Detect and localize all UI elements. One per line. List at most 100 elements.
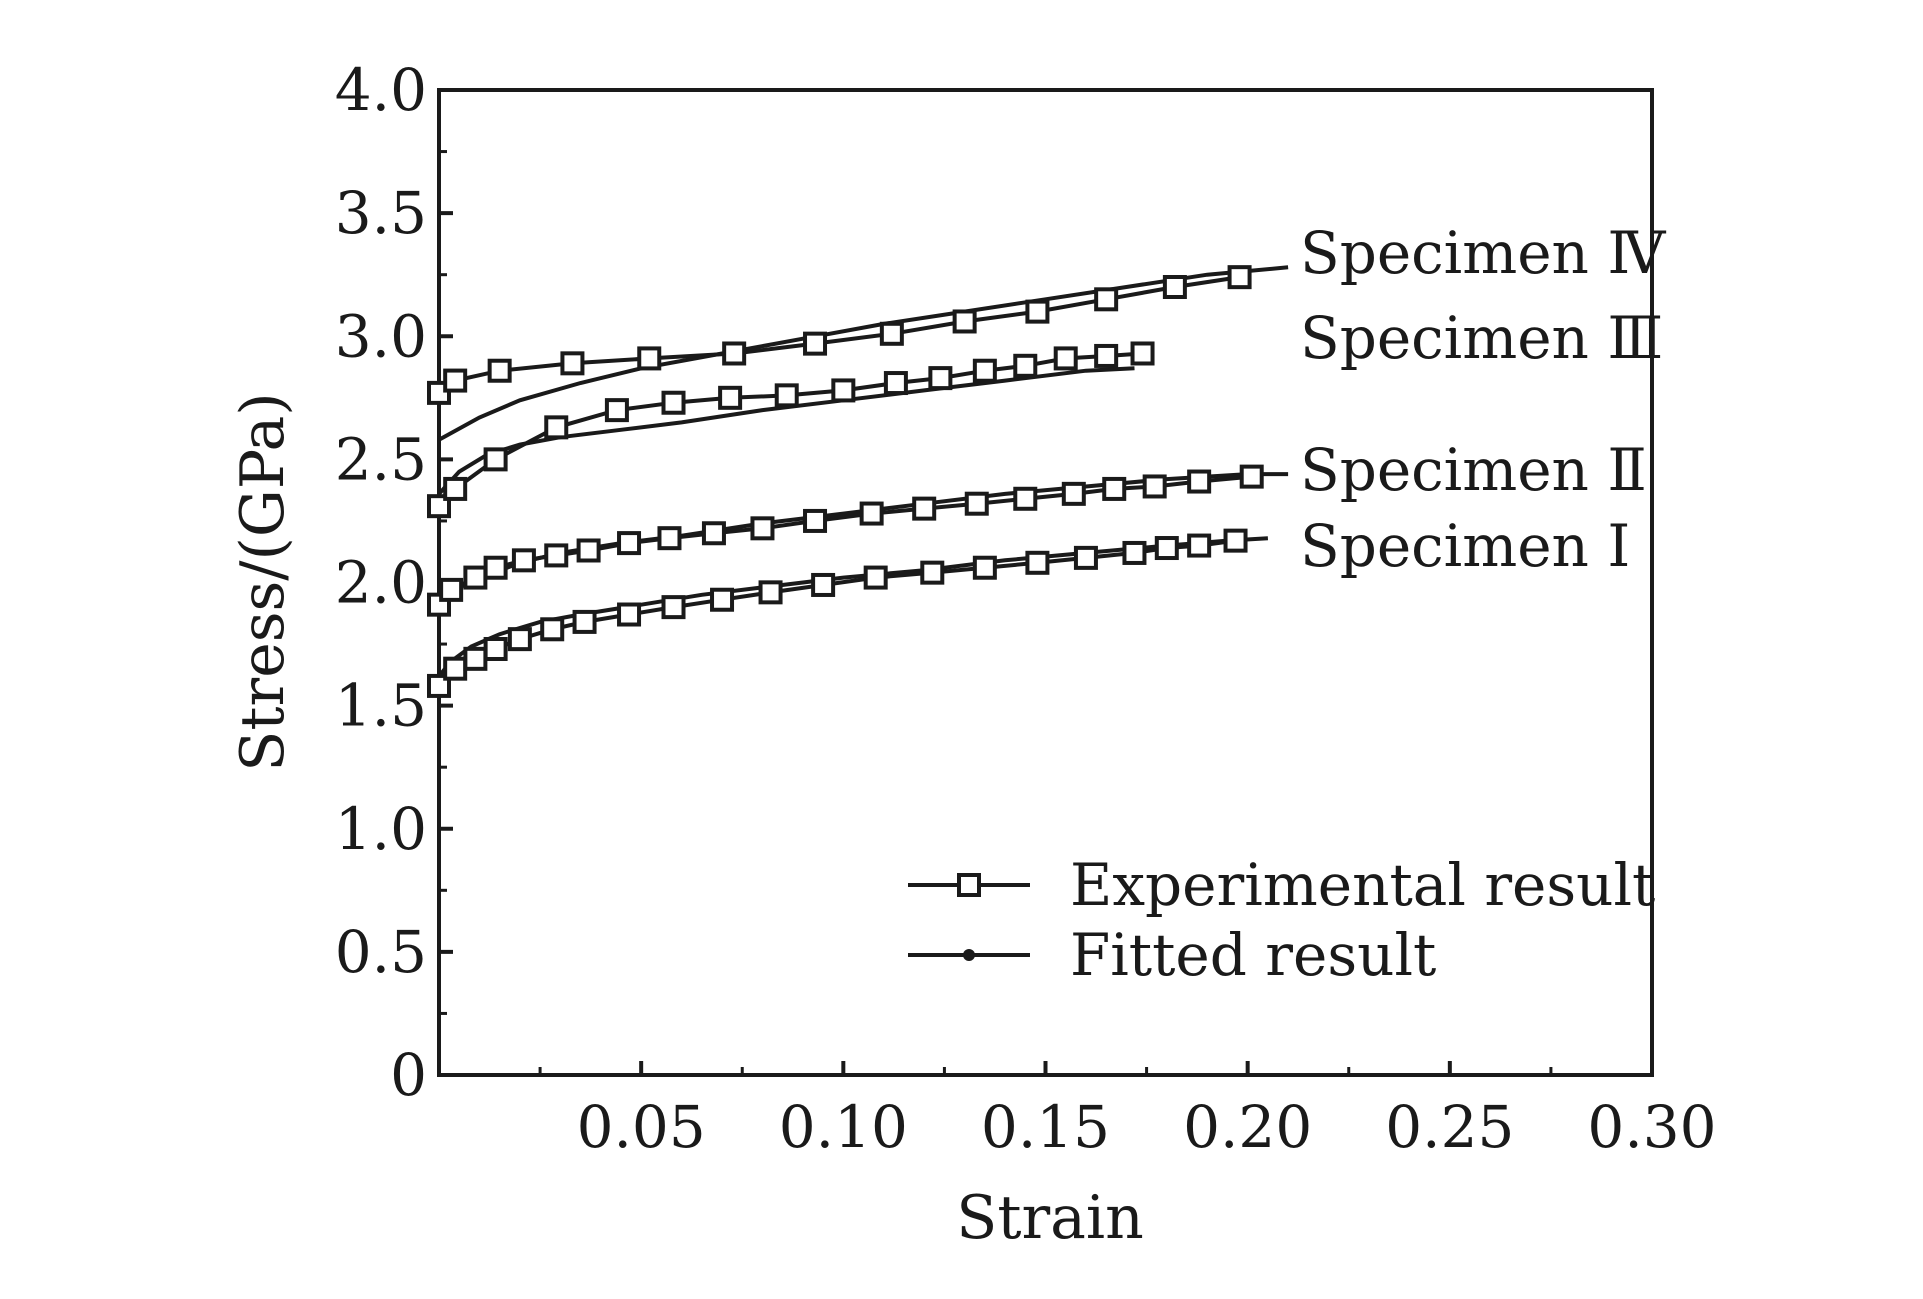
experimental-point [722,341,747,366]
experimental-point [1142,474,1167,499]
experimental-point [972,555,997,580]
experimental-point [544,543,569,568]
legend-experimental-label: Experimental result [1070,851,1655,919]
experimental-point [701,521,726,546]
y-tick-label: 1.5 [335,672,427,740]
x-tick-label: 0.05 [577,1093,706,1161]
legend-fitted-label: Fitted result [1070,921,1436,989]
experimental-point [443,656,468,681]
experimental-point [443,476,468,501]
experimental-point [657,526,682,551]
legend-experimental-square-icon [957,873,981,897]
experimental-point [1025,550,1050,575]
x-axis: 0.05 0.10 0.15 0.20 0.25 0.30 [538,1061,1717,1161]
experimental-curve-specimen-2 [437,474,1252,606]
experimental-point [463,646,488,671]
experimental-point [544,415,569,440]
experimental-point [972,358,997,383]
experimental-point [540,617,565,642]
curve-label-specimen-3: Specimen Ⅲ [1300,304,1663,372]
experimental-point [964,491,989,516]
x-axis-title: Strain [956,1183,1144,1253]
experimental-point [883,371,908,396]
experimental-point [1094,287,1119,312]
curve-label-specimen-1: Specimen Ⅰ [1300,512,1630,580]
experimental-point [859,501,884,526]
x-tick-label: 0.10 [779,1093,908,1161]
y-tick-label: 2.5 [335,425,427,493]
y-tick-label: 1.0 [335,795,427,863]
experimental-point [507,627,532,652]
y-axis-title: Stress/(GPa) [228,392,298,771]
legend-fitted-dot-icon [963,949,975,961]
y-tick-label: 0.5 [335,918,427,986]
experimental-point [1187,469,1212,494]
experimental-point [1239,464,1264,489]
experimental-point [1102,476,1127,501]
x-tick-label: 0.20 [1183,1093,1312,1161]
experimental-point [710,587,735,612]
curves [427,265,1289,698]
curve-label-specimen-4: Specimen Ⅳ [1300,219,1666,287]
y-tick-label: 4.0 [335,56,427,124]
y-tick-label: 2.0 [335,549,427,617]
experimental-point [1162,275,1187,299]
experimental-point [1013,353,1038,378]
experimental-curve-specimen-3 [437,351,1143,508]
experimental-point [803,331,828,356]
experimental-point [661,595,686,620]
experimental-point [1227,265,1252,290]
x-tick-label: 0.25 [1385,1093,1514,1161]
experimental-curve-specimen-4 [437,275,1240,395]
experimental-point [1053,346,1078,371]
y-tick-label: 0 [390,1041,427,1109]
experimental-point [863,565,888,590]
experimental-point [427,494,451,519]
experimental-point [811,572,836,597]
legend: Experimental result Fitted result [908,851,1655,989]
experimental-point [879,321,904,346]
x-tick-label: 0.15 [981,1093,1110,1161]
experimental-point [920,560,945,585]
experimental-point [443,368,468,393]
experimental-point [1187,533,1212,558]
experimental-point [803,508,828,533]
experimental-point [463,565,488,590]
experimental-point [483,555,508,580]
experimental-point [718,385,743,410]
experimental-point [1025,299,1050,324]
experimental-point [1094,343,1119,368]
experimental-point [427,673,451,698]
experimental-point [572,609,597,634]
experimental-point [1154,536,1179,561]
experimental-point [1013,486,1038,511]
experimental-point [1061,481,1086,506]
experimental-point [928,366,953,391]
experimental-point [617,602,642,627]
fitted-curve-specimen-4 [438,265,1289,442]
experimental-point [750,516,775,541]
experimental-point [1130,341,1155,366]
experimental-point [774,383,799,408]
experimental-point [637,346,662,371]
experimental-point [1122,540,1147,565]
experimental-point [952,309,977,334]
experimental-point [576,538,601,563]
experimental-point [487,358,512,383]
x-tick-label: 0.30 [1587,1093,1716,1161]
experimental-point [439,577,464,602]
experimental-point [560,351,585,376]
experimental-point [483,447,508,472]
experimental-point [617,531,642,556]
experimental-point [1223,528,1248,553]
y-tick-label: 3.5 [335,179,427,247]
y-tick-label: 3.0 [335,302,427,370]
curve-label-specimen-2: Specimen Ⅱ [1300,436,1647,504]
experimental-point [604,398,629,423]
experimental-point [483,636,508,661]
experimental-point [511,548,536,573]
experimental-point [758,580,783,605]
experimental-point [661,390,686,415]
experimental-point [912,496,937,521]
